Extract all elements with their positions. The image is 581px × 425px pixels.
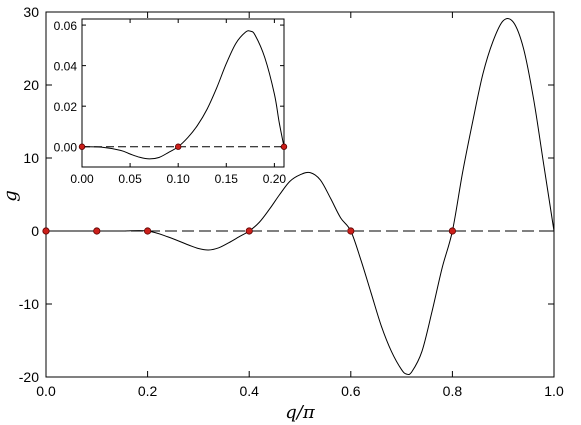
main-zero-marker <box>144 227 152 235</box>
main-x-tick-label: 1.0 <box>544 383 564 399</box>
inset-series <box>81 30 285 160</box>
inset-zero-marker <box>174 143 182 150</box>
main-markers <box>42 227 456 235</box>
main-y-tick-label: 20 <box>23 77 39 93</box>
inset-background <box>82 19 284 167</box>
main-plot-frame <box>45 11 555 378</box>
main-zero-marker <box>245 227 253 235</box>
main-zero-marker <box>448 227 456 235</box>
main-y-tick-label: -10 <box>19 296 39 312</box>
main-x-tick-label: 0.4 <box>239 383 259 399</box>
main-zero-marker <box>42 227 50 235</box>
inset-markers <box>78 143 288 150</box>
main-y-tick-label: 30 <box>23 4 39 20</box>
main-ticks: 0.0 0.2 0.4 0.6 0.8 1.0 -20 -10 0 10 20 30 <box>19 4 564 399</box>
main-x-tick-label: 0.2 <box>138 383 158 399</box>
inset-x-tick-label: 0.05 <box>118 172 142 186</box>
main-zero-marker <box>93 227 101 235</box>
main-y-tick-label: -20 <box>19 369 39 385</box>
main-y-tick-label: 10 <box>23 150 39 166</box>
inset-g-curve <box>81 30 285 160</box>
y-axis-title: g <box>0 190 21 202</box>
main-x-tick-label: 0.8 <box>443 383 463 399</box>
inset-ticks: 0.00 0.05 0.10 0.15 0.20 0.00 0.02 0.04 0.06 <box>54 19 287 186</box>
inset-x-tick-label: 0.10 <box>167 172 191 186</box>
main-x-tick-label: 0.0 <box>36 383 56 399</box>
inset-plot-frame <box>81 18 285 168</box>
main-y-tick-label: 0 <box>31 223 39 239</box>
inset-zero-marker <box>78 143 86 150</box>
inset-x-tick-label: 0.00 <box>70 172 94 186</box>
x-axis-title: q/π <box>285 402 316 423</box>
inset-y-tick-label: 0.00 <box>54 141 78 155</box>
inset-y-tick-label: 0.06 <box>54 19 78 33</box>
inset-y-tick-label: 0.04 <box>54 60 78 74</box>
main-zero-marker <box>347 227 355 235</box>
inset-x-tick-label: 0.20 <box>263 172 287 186</box>
inset-plot: 0.00 0.05 0.10 0.15 0.20 0.00 0.02 0.04 0.06 <box>54 18 288 186</box>
inset-zero-marker <box>280 143 288 150</box>
main-x-tick-label: 0.6 <box>341 383 361 399</box>
main-plot: 0.0 0.2 0.4 0.6 0.8 1.0 -20 -10 0 10 20 30 q/π g <box>0 4 564 423</box>
inset-y-tick-label: 0.02 <box>54 100 78 114</box>
inset-x-tick-label: 0.15 <box>215 172 239 186</box>
